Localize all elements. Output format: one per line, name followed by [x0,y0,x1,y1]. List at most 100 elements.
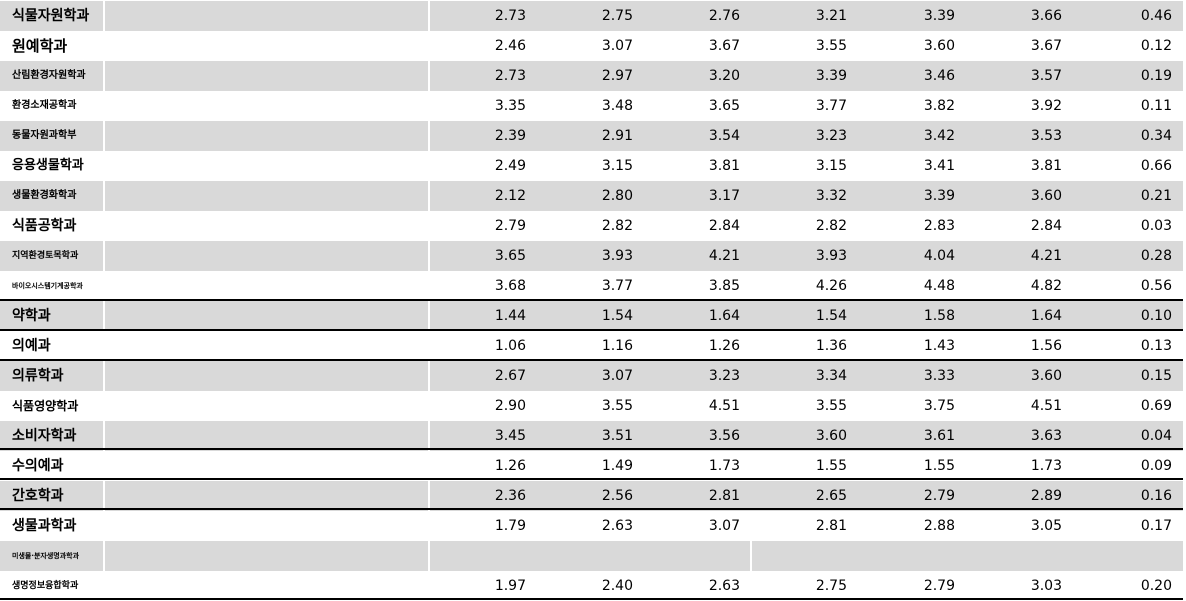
value-cell: 3.07 [601,38,633,54]
value-cell: 4.26 [815,278,847,294]
value-cell: 3.85 [708,278,740,294]
table-row: 의류학과 2.67 3.07 3.23 3.34 3.33 3.60 0.15 [0,361,1183,391]
value-cell: 4.21 [708,248,740,264]
row-border [0,329,1183,331]
value-cell: 2.82 [815,218,847,234]
department-name: 생명정보융합학과 [12,581,79,591]
department-name: 약학과 [12,308,51,324]
value-cell: 0.66 [1140,158,1172,174]
cell-divider [103,121,105,151]
value-cell: 2.49 [494,158,526,174]
value-cell: 3.17 [708,188,740,204]
value-cell: 2.97 [601,68,633,84]
value-cell: 0.09 [1140,458,1172,474]
value-cell: 3.61 [923,428,955,444]
cell-divider [103,1,105,31]
value-cell: 2.65 [815,488,847,504]
value-cell: 3.68 [494,278,526,294]
table-row: 의예과 1.06 1.16 1.26 1.36 1.43 1.56 0.13 [0,331,1183,361]
value-cell: 1.73 [708,458,740,474]
value-cell: 2.80 [601,188,633,204]
department-name: 식품공학과 [12,218,77,234]
value-cell: 3.23 [815,128,847,144]
department-name: 생물과학과 [12,518,77,534]
cell-divider [103,421,105,451]
value-cell: 0.19 [1140,68,1172,84]
department-name: 의류학과 [12,368,64,384]
value-cell: 2.89 [1030,488,1062,504]
value-cell: 0.46 [1140,8,1172,24]
value-cell: 3.34 [815,368,847,384]
value-cell: 1.64 [708,308,740,324]
value-cell: 2.79 [923,488,955,504]
table-row: 미생물·분자생명과학과 [0,541,1183,571]
value-cell: 3.77 [601,278,633,294]
value-cell: 2.63 [708,578,740,594]
value-cell: 3.75 [923,398,955,414]
value-cell: 2.75 [601,8,633,24]
value-cell: 3.81 [1030,158,1062,174]
value-cell: 3.65 [494,248,526,264]
row-border [0,359,1183,361]
table-row: 동물자원과학부 2.39 2.91 3.54 3.23 3.42 3.53 0.34 [0,121,1183,151]
table-row: 약학과 1.44 1.54 1.64 1.54 1.58 1.64 0.10 [0,301,1183,331]
value-cell: 4.21 [1030,248,1062,264]
table-row: 생명정보융합학과 1.97 2.40 2.63 2.75 2.79 3.03 0.20 [0,571,1183,601]
table-row: 간호학과 2.36 2.56 2.81 2.65 2.79 2.89 0.16 [0,481,1183,511]
department-name: 의예과 [12,338,51,354]
cell-divider [428,61,430,91]
value-cell: 0.12 [1140,38,1172,54]
department-name: 식품영양학과 [12,399,79,413]
value-cell: 0.28 [1140,248,1172,264]
value-cell: 4.51 [1030,398,1062,414]
department-name: 동물자원과학부 [12,130,77,141]
value-cell: 0.13 [1140,338,1172,354]
cell-divider [428,301,430,331]
value-cell: 1.36 [815,338,847,354]
value-cell: 1.64 [1030,308,1062,324]
table-row: 환경소재공학과 3.35 3.48 3.65 3.77 3.82 3.92 0.11 [0,91,1183,121]
value-cell: 3.41 [923,158,955,174]
value-cell: 1.43 [923,338,955,354]
department-name: 원예학과 [12,37,68,55]
value-cell: 2.84 [1030,218,1062,234]
department-name: 생물환경화학과 [12,190,77,201]
value-cell: 3.21 [815,8,847,24]
value-cell: 3.35 [494,98,526,114]
value-cell: 2.67 [494,368,526,384]
value-cell: 3.57 [1030,68,1062,84]
value-cell: 1.56 [1030,338,1062,354]
value-cell: 1.58 [923,308,955,324]
value-cell: 1.54 [601,308,633,324]
value-cell: 2.79 [923,578,955,594]
value-cell: 2.36 [494,488,526,504]
value-cell: 3.46 [923,68,955,84]
value-cell: 2.81 [708,488,740,504]
table-row: 식품영양학과 2.90 3.55 4.51 3.55 3.75 4.51 0.69 [0,391,1183,421]
value-cell: 3.53 [1030,128,1062,144]
value-cell: 1.06 [494,338,526,354]
table-row: 식물자원학과 2.73 2.75 2.76 3.21 3.39 3.66 0.46 [0,1,1183,31]
value-cell: 3.48 [601,98,633,114]
row-border [0,508,1183,510]
value-cell: 2.79 [494,218,526,234]
cell-divider [428,361,430,391]
department-name: 응용생물학과 [12,158,84,173]
value-cell: 3.15 [601,158,633,174]
cell-divider [428,121,430,151]
value-cell: 3.05 [1030,518,1062,534]
value-cell: 1.49 [601,458,633,474]
value-cell: 3.32 [815,188,847,204]
cell-divider [428,481,430,511]
value-cell: 0.17 [1140,518,1172,534]
table-row: 소비자학과 3.45 3.51 3.56 3.60 3.61 3.63 0.04 [0,421,1183,451]
value-cell: 2.91 [601,128,633,144]
value-cell: 3.20 [708,68,740,84]
value-cell: 3.39 [923,188,955,204]
value-cell: 2.90 [494,398,526,414]
value-cell: 0.15 [1140,368,1172,384]
value-cell: 1.26 [708,338,740,354]
value-cell: 3.92 [1030,98,1062,114]
value-cell: 3.23 [708,368,740,384]
